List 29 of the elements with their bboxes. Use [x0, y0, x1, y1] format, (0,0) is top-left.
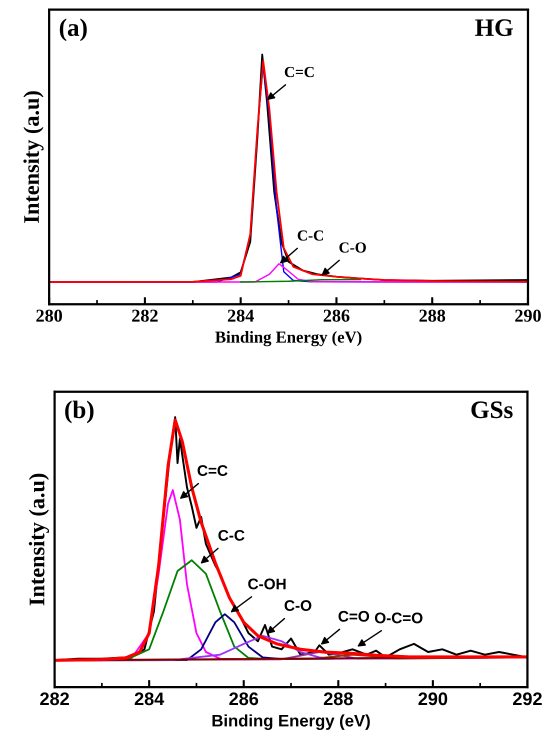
annotation: C-OH [248, 578, 286, 590]
x-tick-label: 286 [229, 692, 258, 706]
x-tick-label: 282 [132, 310, 158, 322]
x-tick-label: 288 [419, 310, 446, 322]
annotation: C-O [284, 600, 312, 611]
x-axis-title: Binding Energy (eV) [215, 331, 362, 346]
annotation: C-O [339, 242, 366, 253]
annotation: (b) [65, 400, 94, 424]
x-tick-label: 284 [134, 692, 164, 706]
annotation: C-C [298, 230, 323, 241]
annotation: C=O [338, 610, 370, 622]
annotation: GSs [471, 401, 513, 418]
y-axis-title: Intensity (a.u) [23, 91, 44, 223]
x-tick-label: 288 [324, 692, 353, 706]
x-tick-label: 280 [36, 310, 62, 322]
y-axis-title: Intensity (a.u) [28, 474, 50, 606]
x-tick-label: 292 [513, 692, 542, 706]
text: HG [475, 19, 513, 36]
x-tick-label: 290 [418, 692, 448, 706]
text: (a) [60, 18, 87, 42]
annotation: C=C [198, 465, 228, 476]
x-tick-label: 290 [515, 310, 541, 322]
x-tick-label: 284 [228, 310, 254, 322]
annotation: O-C=O [374, 612, 422, 624]
annotation: C=C [284, 66, 314, 78]
annotation: C-C [218, 530, 245, 541]
x-tick-label: 282 [40, 692, 69, 706]
x-axis-title: Binding Energy (eV) [212, 714, 370, 730]
x-tick-label: 286 [324, 310, 350, 322]
